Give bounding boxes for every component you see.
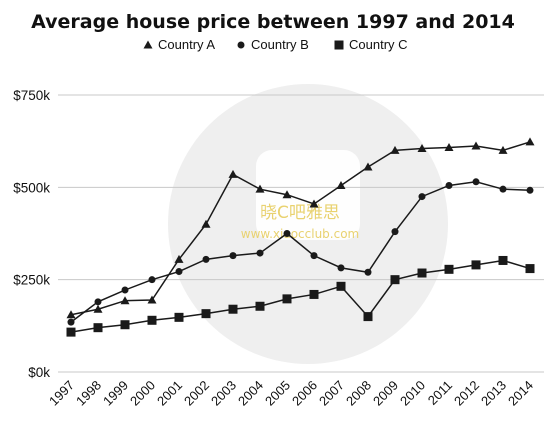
- y-tick-label: $250k: [13, 273, 50, 288]
- data-point: [174, 254, 184, 263]
- data-point: [391, 228, 399, 236]
- data-point: [202, 255, 210, 263]
- legend: Country A Country B Country C: [143, 37, 408, 52]
- data-point: [66, 310, 76, 319]
- data-point: [336, 281, 346, 291]
- data-point: [93, 304, 103, 313]
- x-tick-label: 2004: [235, 378, 266, 409]
- data-point: [363, 162, 373, 171]
- data-point: [498, 145, 508, 154]
- data-point: [255, 301, 265, 311]
- series-line: [70, 141, 531, 316]
- legend-label: Country C: [349, 37, 408, 52]
- data-point: [498, 255, 508, 265]
- watermark-logo-shape: [256, 150, 360, 240]
- data-point: [147, 295, 157, 304]
- data-point: [336, 180, 346, 189]
- data-point: [418, 193, 426, 201]
- data-point: [175, 268, 183, 276]
- data-point: [337, 264, 345, 272]
- x-tick-label: 2013: [478, 378, 509, 409]
- y-tick-label: $500k: [13, 180, 50, 195]
- x-tick-label: 2007: [316, 378, 347, 409]
- data-point: [255, 184, 265, 193]
- x-tick-label: 2002: [181, 378, 212, 409]
- data-point: [309, 289, 319, 299]
- data-point: [364, 268, 372, 276]
- data-point: [309, 199, 319, 208]
- x-tick-label: 2001: [154, 378, 185, 409]
- grid-lines: [58, 94, 544, 373]
- x-axis-ticks: 1997199819992000200120022003200420052006…: [46, 378, 536, 409]
- y-axis-ticks: $0k $250k $500k $750k: [13, 88, 50, 380]
- data-point: [66, 327, 76, 337]
- legend-marker: [143, 40, 153, 49]
- data-point: [472, 178, 480, 186]
- data-point: [256, 249, 264, 257]
- y-tick-label: $750k: [13, 88, 50, 103]
- x-tick-label: 2012: [451, 378, 482, 409]
- data-point: [94, 298, 102, 306]
- x-tick-label: 2010: [397, 378, 428, 409]
- x-tick-label: 1998: [73, 378, 104, 409]
- data-point: [444, 142, 454, 151]
- data-point: [390, 145, 400, 154]
- x-tick-label: 1999: [100, 378, 131, 409]
- data-point: [201, 219, 211, 228]
- data-point: [120, 320, 130, 330]
- x-tick-label: 1997: [46, 378, 77, 409]
- data-point: [228, 304, 238, 314]
- data-point: [120, 296, 130, 305]
- series-line: [70, 181, 531, 323]
- x-tick-label: 2003: [208, 378, 239, 409]
- x-tick-label: 2000: [127, 378, 158, 409]
- data-point: [445, 181, 453, 189]
- legend-label: Country B: [251, 37, 309, 52]
- data-point: [310, 252, 318, 260]
- data-point: [67, 318, 75, 326]
- x-tick-label: 2005: [262, 378, 293, 409]
- watermark-title: 晓C吧雅思: [260, 203, 340, 223]
- data-point: [282, 294, 292, 304]
- data-point: [417, 144, 427, 153]
- watermark: 晓C吧雅思 www.xiaocclub.com: [168, 84, 448, 364]
- legend-marker: [237, 41, 245, 49]
- x-tick-label: 2008: [343, 378, 374, 409]
- data-point: [390, 275, 400, 285]
- data-point: [444, 264, 454, 274]
- data-point: [121, 286, 129, 294]
- legend-label: Country A: [158, 37, 215, 52]
- legend-marker: [334, 40, 344, 50]
- y-tick-label: $0k: [28, 365, 50, 380]
- data-point: [525, 137, 535, 146]
- series-group: [66, 137, 535, 337]
- data-point: [499, 185, 507, 193]
- data-point: [174, 312, 184, 322]
- series-country-b: [67, 178, 534, 326]
- series-country-c: [66, 255, 535, 337]
- data-point: [526, 186, 534, 194]
- data-point: [148, 276, 156, 284]
- x-tick-label: 2011: [425, 378, 455, 408]
- data-point: [417, 268, 427, 278]
- x-tick-label: 2009: [370, 378, 401, 409]
- watermark-url: www.xiaocclub.com: [241, 227, 359, 241]
- data-point: [93, 323, 103, 333]
- data-point: [525, 264, 535, 274]
- data-point: [147, 315, 157, 325]
- data-point: [471, 141, 481, 150]
- x-tick-label: 2006: [289, 378, 320, 409]
- data-point: [228, 169, 238, 178]
- series-country-a: [66, 137, 535, 319]
- data-point: [363, 312, 373, 322]
- x-tick-label: 2014: [505, 378, 536, 409]
- chart-title: Average house price between 1997 and 201…: [31, 11, 515, 33]
- data-point: [283, 230, 291, 237]
- data-point: [471, 260, 481, 270]
- data-point: [282, 190, 292, 199]
- data-point: [201, 309, 211, 319]
- data-point: [229, 252, 237, 260]
